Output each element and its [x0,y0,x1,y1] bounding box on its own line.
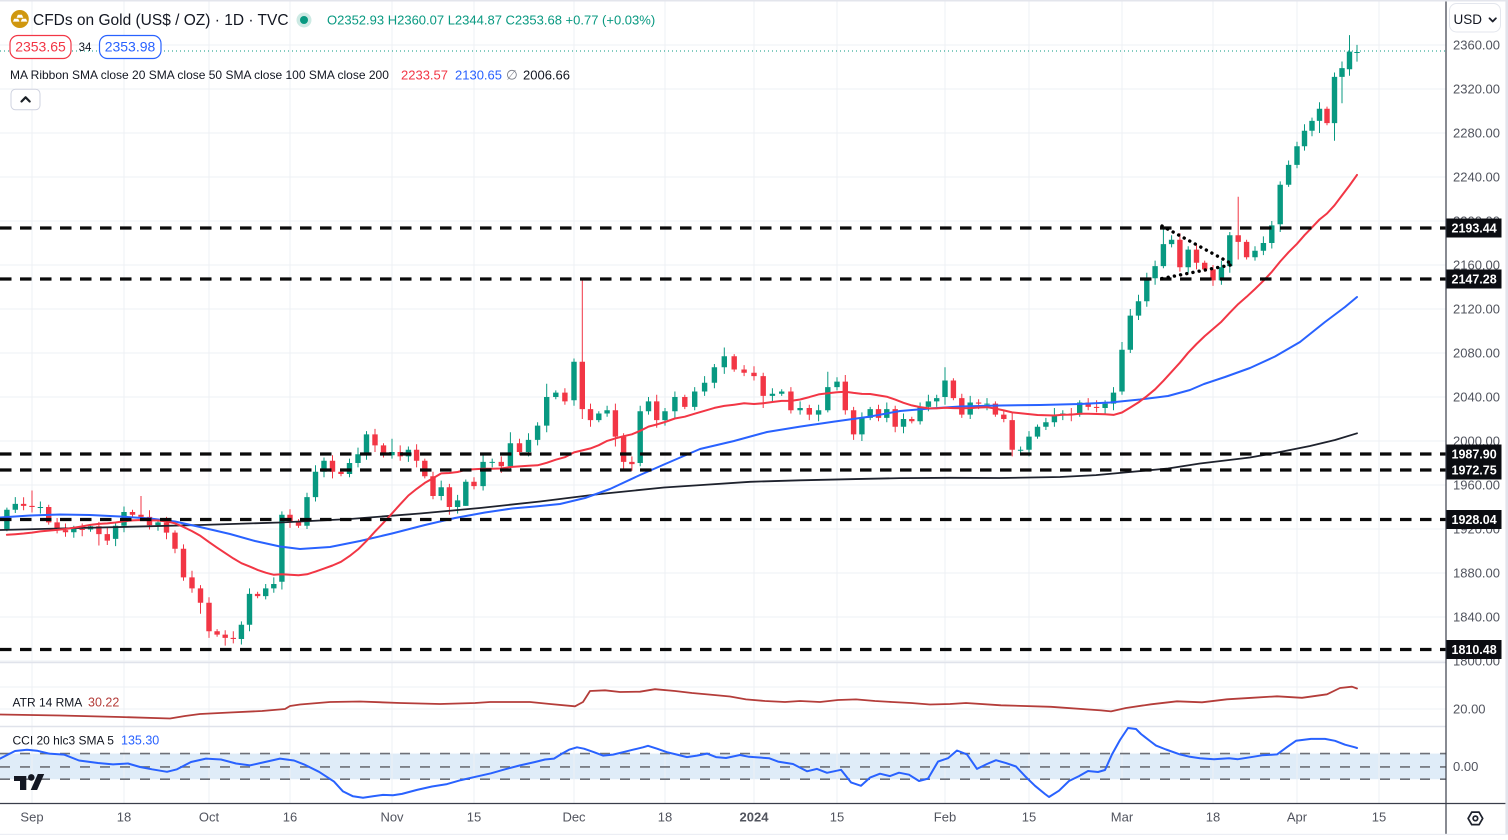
svg-text:1987.90: 1987.90 [1452,448,1497,462]
svg-text:2353.98: 2353.98 [105,39,156,55]
svg-text:34: 34 [79,42,92,54]
svg-text:CFDs on Gold (US$ / OZ) · 1D ·: CFDs on Gold (US$ / OZ) · 1D · TVC [33,12,289,29]
svg-text:2320.00: 2320.00 [1453,82,1500,97]
svg-text:Mar: Mar [1111,810,1134,825]
svg-text:1810.48: 1810.48 [1452,643,1497,657]
svg-text:2006.66: 2006.66 [523,68,570,83]
svg-text:20.00: 20.00 [1453,702,1486,717]
svg-text:ATR 14 RMA: ATR 14 RMA [13,696,83,710]
svg-text:15: 15 [1022,810,1036,825]
svg-text:15: 15 [830,810,844,825]
svg-text:∅: ∅ [506,68,518,83]
svg-text:Oct: Oct [199,810,220,825]
svg-text:Apr: Apr [1287,810,1308,825]
svg-text:2233.57: 2233.57 [401,68,448,83]
svg-text:2080.00: 2080.00 [1453,346,1500,361]
svg-text:2240.00: 2240.00 [1453,170,1500,185]
svg-text:2130.65: 2130.65 [455,68,502,83]
svg-text:18: 18 [658,810,672,825]
svg-text:135.30: 135.30 [121,734,159,748]
svg-text:15: 15 [1372,810,1386,825]
svg-text:Feb: Feb [934,810,956,825]
svg-text:2280.00: 2280.00 [1453,126,1500,141]
svg-text:Nov: Nov [380,810,404,825]
svg-text:2147.28: 2147.28 [1452,273,1497,287]
svg-text:1880.00: 1880.00 [1453,566,1500,581]
svg-text:1960.00: 1960.00 [1453,478,1500,493]
svg-text:2193.44: 2193.44 [1452,222,1497,236]
svg-text:Dec: Dec [562,810,586,825]
svg-text:2120.00: 2120.00 [1453,302,1500,317]
svg-text:2024: 2024 [740,810,770,825]
svg-text:O2352.93 H2360.07 L2344.87 C23: O2352.93 H2360.07 L2344.87 C2353.68 +0.7… [327,13,655,28]
svg-text:18: 18 [1206,810,1220,825]
svg-text:30.22: 30.22 [88,696,119,710]
svg-text:MA Ribbon SMA close 20 SMA clo: MA Ribbon SMA close 20 SMA close 50 SMA … [10,68,389,82]
svg-text:2160.00: 2160.00 [1453,258,1500,273]
svg-text:Sep: Sep [20,810,43,825]
svg-text:CCI 20 hlc3 SMA 5: CCI 20 hlc3 SMA 5 [13,734,115,748]
svg-text:18: 18 [117,810,131,825]
svg-text:2360.00: 2360.00 [1453,38,1500,53]
svg-text:1840.00: 1840.00 [1453,610,1500,625]
svg-text:1928.04: 1928.04 [1452,513,1497,527]
svg-text:1972.75: 1972.75 [1452,464,1497,478]
svg-text:0.00: 0.00 [1453,759,1478,774]
svg-text:2353.65: 2353.65 [15,39,66,55]
svg-text:2040.00: 2040.00 [1453,390,1500,405]
svg-text:16: 16 [283,810,297,825]
svg-text:15: 15 [467,810,481,825]
svg-text:USD: USD [1454,12,1483,27]
